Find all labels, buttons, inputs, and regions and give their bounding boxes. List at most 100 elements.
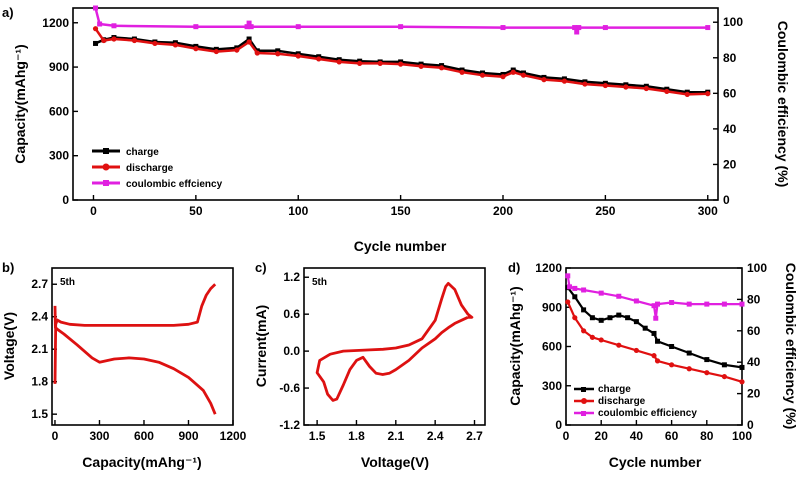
data-point	[246, 39, 252, 45]
data-point	[101, 37, 107, 44]
data-point	[398, 61, 404, 67]
data-point	[418, 63, 424, 69]
data-point	[669, 362, 675, 368]
y-axis-label-a: Capacity(mAhg⁻¹)	[12, 44, 28, 163]
data-point	[664, 88, 670, 95]
data-point	[438, 65, 445, 71]
y2-tick-label: 40	[747, 355, 761, 369]
data-point	[172, 42, 178, 48]
y2-tick-label: 0	[723, 193, 730, 207]
x-tick-label: 150	[391, 204, 411, 218]
data-point	[651, 330, 657, 336]
y-tick-label: 300	[542, 379, 562, 393]
data-point	[581, 307, 587, 313]
series-line-charge	[53, 283, 217, 384]
x-tick-label: 0	[52, 429, 59, 443]
legend-label-discharge-d: discharge	[598, 396, 646, 407]
data-point	[704, 301, 710, 307]
data-point	[704, 370, 710, 376]
data-point	[739, 301, 745, 307]
data-point	[93, 5, 99, 11]
data-point	[248, 24, 254, 30]
legend-a: charge discharge coulombic effciency	[92, 147, 223, 190]
y-axis-label-d: Capacity(mAhg⁻¹)	[507, 286, 523, 405]
data-point	[377, 60, 383, 66]
x-tick-label: 100	[732, 429, 752, 443]
data-point	[633, 347, 640, 354]
data-point	[633, 298, 639, 304]
x-tick-label: 1.5	[309, 429, 326, 443]
y2-tick-label: 60	[747, 324, 761, 338]
y2-tick-label: 80	[747, 292, 761, 306]
data-point	[246, 20, 252, 26]
x-tick-label: 1200	[220, 429, 247, 443]
data-point	[602, 25, 608, 31]
y2-tick-label: 20	[747, 387, 761, 401]
legend-marker-discharge	[102, 163, 110, 171]
data-point	[213, 48, 219, 55]
data-point	[642, 325, 648, 331]
data-point	[97, 21, 103, 27]
data-point	[565, 273, 571, 279]
y-tick-label: -0.6	[279, 381, 300, 395]
data-point	[244, 24, 250, 30]
data-point	[651, 353, 657, 359]
series-group-a	[92, 5, 711, 97]
data-point	[246, 36, 252, 42]
y-tick-label: 0.0	[283, 344, 300, 358]
x-tick-label: 900	[178, 429, 198, 443]
data-point	[739, 364, 745, 370]
data-point	[653, 315, 659, 321]
data-point	[721, 373, 728, 380]
chart-panel-a: a) 0 50 100 150 200 250 300 0 300 600 900 1200 0 20 40…	[2, 5, 791, 254]
data-point	[589, 334, 596, 340]
data-point	[152, 40, 158, 47]
legend-marker-discharge-d	[581, 398, 587, 404]
y2-tick-label: 20	[723, 157, 737, 171]
data-point	[684, 91, 690, 97]
y-tick-label: 900	[542, 300, 562, 314]
series-group-b	[53, 283, 217, 415]
y2-tick-label: 80	[723, 51, 737, 65]
y-tick-label: 600	[542, 340, 562, 354]
y-axis-label-c: Current(mA)	[253, 305, 269, 387]
y-tick-label: 600	[49, 104, 69, 118]
data-point	[598, 317, 604, 323]
x-axis-label-d: Cycle number	[609, 454, 702, 470]
panel-label-a: a)	[2, 5, 14, 20]
panel-label-c: c)	[255, 260, 267, 275]
series-line-discharge	[94, 27, 708, 96]
x-tick-label: 1.8	[348, 429, 365, 443]
series-line-cv	[315, 281, 474, 402]
series-group-d	[565, 273, 745, 385]
x-tick-label: 20	[595, 429, 609, 443]
legend-label-coulombic-d: coulombic efficiency	[598, 408, 697, 419]
data-point	[565, 299, 571, 305]
data-point	[721, 301, 727, 307]
chart-panel-c: c) 5th 1.5 1.8 2.1 2.4 2.7-1.2-0.60.00.61.2 …	[253, 260, 486, 470]
y-tick-label: 1200	[535, 261, 562, 275]
data-point	[131, 37, 138, 44]
chart-panel-d: d) 0 20 40 60 80 1000300600900120002040608010…	[507, 260, 799, 470]
x-tick-label: 200	[493, 204, 513, 218]
legend-d: charge discharge coulombic efficiency	[574, 384, 697, 419]
data-point	[582, 81, 588, 87]
data-point	[686, 350, 692, 356]
y2-tick-label: 40	[723, 122, 737, 136]
y-tick-label: 300	[49, 149, 69, 163]
data-point	[616, 312, 622, 318]
x-axis-label-c: Voltage(V)	[361, 454, 429, 470]
data-point	[574, 29, 580, 35]
data-point	[655, 338, 661, 344]
data-point	[93, 40, 99, 46]
data-point	[111, 36, 117, 42]
data-point	[705, 91, 711, 97]
plot-frame-c	[303, 267, 486, 426]
tick-group-b: 0 300 600 900 1200 1.5 1.8 2.1 2.4 2.7	[31, 277, 246, 443]
data-point	[669, 344, 675, 349]
data-point	[598, 290, 604, 296]
x-tick-label: 250	[595, 204, 615, 218]
y2-tick-label: 0	[747, 418, 754, 432]
data-point	[572, 315, 578, 321]
